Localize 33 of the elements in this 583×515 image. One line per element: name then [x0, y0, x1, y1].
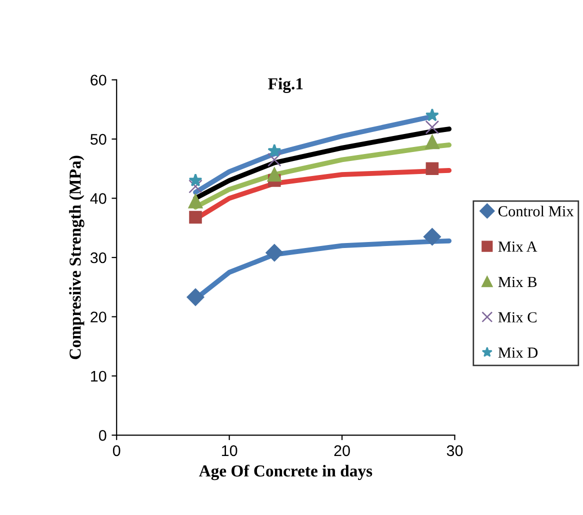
x-tick-label: 30: [446, 445, 463, 456]
point: [424, 228, 441, 246]
point: [188, 179, 202, 194]
y-tick-label: 20: [90, 312, 106, 322]
point: [188, 173, 202, 186]
x-tick-label: 10: [222, 445, 238, 456]
y-tick-label: 0: [98, 430, 106, 441]
chart-title: Fig.1: [268, 78, 303, 93]
y-tick-label: 60: [90, 74, 106, 86]
y-axis-title: Compresiive Strength (MPa): [69, 156, 84, 360]
legend-label: Mix C: [498, 312, 536, 322]
point: [188, 194, 203, 208]
point: [426, 162, 439, 176]
legend-label: Mix A: [498, 242, 538, 252]
y-tick-label: 30: [90, 252, 106, 264]
point: [425, 120, 440, 134]
legend-label: Control Mix: [498, 206, 574, 216]
point: [267, 152, 282, 167]
x-axis-title: Age Of Concrete in days: [198, 464, 372, 480]
point: [189, 210, 202, 224]
x-tick-label: 20: [334, 445, 350, 456]
point: [425, 134, 440, 150]
point: [268, 144, 282, 157]
point: [186, 288, 204, 306]
y-tick-label: 10: [91, 370, 106, 382]
y-tick-label: 50: [90, 134, 106, 145]
legend-label: Mix D: [498, 348, 538, 358]
legend-label: Mix B: [498, 276, 537, 288]
x-tick-label: 0: [112, 445, 120, 456]
y-tick-label: 40: [90, 193, 106, 204]
point: [267, 168, 282, 182]
point: [266, 244, 284, 262]
point: [425, 108, 439, 122]
